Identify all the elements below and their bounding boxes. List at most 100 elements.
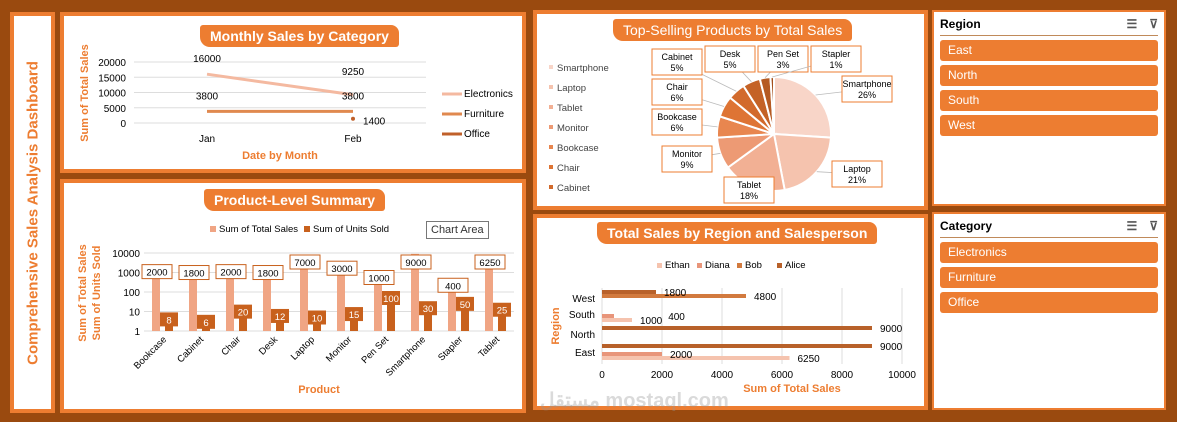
data-label-box (308, 310, 326, 325)
data-label-name: Pen Set (767, 49, 800, 59)
data-label-name: Tablet (737, 180, 762, 190)
x-axis-label: Product (298, 384, 340, 396)
y-tick-label: South (569, 310, 595, 321)
data-label-box (326, 260, 358, 276)
legend-label: Laptop (557, 83, 586, 94)
slicer-item[interactable]: South (940, 90, 1158, 111)
data-label-box (160, 312, 178, 327)
data-label-percent: 5% (670, 63, 683, 73)
clear-filter-icon[interactable]: ⊽ (1149, 218, 1158, 233)
legend-swatch (657, 263, 662, 268)
x-tick-label: Tablet (476, 334, 502, 360)
legend-label: Furniture (464, 109, 504, 120)
data-label-box (252, 265, 284, 281)
bar-total-sales (411, 253, 419, 331)
slicer-item[interactable]: North (940, 65, 1158, 86)
data-label-name: Stapler (822, 49, 851, 59)
legend-swatch (549, 185, 553, 189)
data-label: 3000 (331, 264, 352, 275)
data-label: 2000 (146, 268, 167, 279)
data-label-box (419, 301, 437, 316)
data-label-name: Chair (666, 82, 688, 92)
x-tick-label: Chair (219, 334, 243, 358)
data-label: 400 (668, 312, 685, 323)
bar-alice (602, 326, 872, 330)
data-label-box (456, 296, 474, 311)
clear-filter-icon[interactable]: ⊽ (1149, 16, 1158, 31)
data-label-percent: 1% (829, 60, 842, 70)
x-tick-label: Cabinet (175, 334, 206, 365)
data-label-percent: 26% (858, 90, 876, 100)
y-axis-label: Region (550, 307, 562, 345)
data-label-box (289, 254, 321, 270)
data-label: 7000 (294, 258, 315, 269)
series-line-electronics (206, 72, 354, 97)
x-axis-label: Sum of Total Sales (743, 383, 841, 395)
data-label: 3800 (342, 91, 365, 102)
legend-label: Bob (745, 260, 762, 271)
x-tick-label: 4000 (711, 370, 734, 381)
data-label-box (723, 176, 775, 204)
chart-area-tooltip: Chart Area (426, 221, 489, 239)
dashboard-title-panel: Comprehensive Sales Analysis Dashboard (10, 12, 55, 413)
slicer-item[interactable]: East (940, 40, 1158, 61)
data-label: 1800 (183, 269, 204, 280)
data-label-box (178, 265, 210, 281)
legend-label: Bookcase (557, 143, 599, 154)
data-label: 16000 (193, 54, 221, 65)
legend-label: Monitor (557, 123, 589, 134)
bar-total-sales (448, 280, 456, 331)
x-tick-label: Pen Set (359, 334, 391, 366)
bar-diana (602, 352, 662, 356)
x-tick-label: Stapler (436, 334, 465, 363)
data-label-box (757, 45, 809, 73)
data-label-box (197, 314, 215, 329)
data-label: 1000 (640, 316, 663, 327)
monthly-sales-chart[interactable]: Monthly Sales by Category 0 5000 10000 1500… (60, 12, 526, 173)
chart-title: Monthly Sales by Category (200, 25, 399, 47)
y-axis-label: Sum of Total Sales (79, 44, 91, 142)
y-tick-label: North (571, 330, 595, 341)
legend-label: Tablet (557, 103, 583, 114)
legend-swatch (549, 125, 553, 129)
multi-select-icon[interactable]: ☰ (1126, 218, 1138, 233)
legend-swatch (549, 165, 553, 169)
bar-units-sold (387, 292, 395, 331)
y-tick-label: 1000 (118, 269, 141, 280)
slicer-title: Category (940, 218, 993, 233)
data-label-percent: 6% (670, 93, 683, 103)
data-label: 50 (460, 300, 471, 311)
bar-units-sold (424, 302, 432, 331)
x-tick-label: Laptop (289, 334, 317, 362)
bar-alice (602, 344, 872, 348)
bar-total-sales (374, 272, 382, 331)
slicer-item[interactable]: Furniture (940, 267, 1158, 288)
slicer-item[interactable]: Office (940, 292, 1158, 313)
data-label-percent: 21% (848, 175, 866, 185)
region-slicer: Region ☰ ⊽ East North South West (932, 10, 1166, 206)
data-label: 9000 (880, 324, 903, 335)
data-label: 6250 (479, 258, 500, 269)
data-label-box (651, 108, 703, 136)
legend-swatch (549, 85, 553, 89)
data-label-box (651, 78, 703, 106)
data-label-box (400, 254, 432, 270)
slicer-item[interactable]: West (940, 115, 1158, 136)
data-label-box (493, 302, 511, 317)
top-products-pie-chart[interactable]: Top-Selling Products by Total Sales Smar… (533, 10, 928, 210)
y-tick-label: 5000 (104, 104, 127, 115)
data-label-box (704, 45, 756, 73)
x-tick-label: Desk (257, 334, 280, 357)
dashboard-title: Comprehensive Sales Analysis Dashboard (24, 60, 41, 365)
bar-units-sold (498, 303, 506, 331)
legend-label: Diana (705, 260, 731, 271)
data-label-box (474, 254, 506, 270)
region-salesperson-chart[interactable]: Total Sales by Region and Salesperson 0 2… (533, 214, 928, 410)
legend-label: Sum of Total Sales (219, 224, 298, 235)
y-tick-label: 0 (120, 119, 126, 130)
product-summary-chart[interactable]: Product-Level Summary 1 10 100 1000 10000 Sum… (60, 179, 526, 413)
multi-select-icon[interactable]: ☰ (1126, 16, 1138, 31)
data-label: 9250 (342, 67, 365, 78)
slicer-item[interactable]: Electronics (940, 242, 1158, 263)
data-label: 12 (275, 312, 286, 323)
